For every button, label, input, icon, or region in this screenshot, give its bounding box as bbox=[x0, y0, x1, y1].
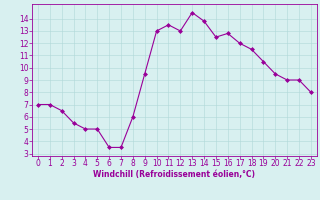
X-axis label: Windchill (Refroidissement éolien,°C): Windchill (Refroidissement éolien,°C) bbox=[93, 170, 255, 179]
